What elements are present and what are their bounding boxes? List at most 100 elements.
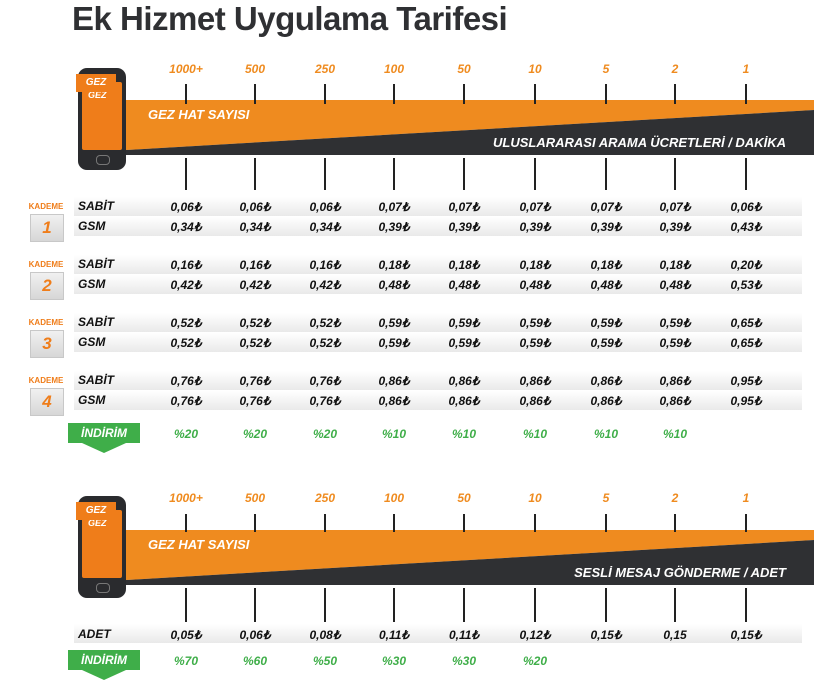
column-tick <box>324 84 326 104</box>
column-tick <box>674 514 676 532</box>
price-cell-sabit: 0,59₺ <box>590 316 622 330</box>
column-tick <box>393 588 395 622</box>
price-cell-gsm: 0,39₺ <box>659 220 691 234</box>
column-tick <box>534 514 536 532</box>
price-cell-sabit: 0,06₺ <box>309 200 341 214</box>
header-hat-count: 2 <box>671 62 679 76</box>
row-label-sabit: SABİT <box>78 199 114 213</box>
price-cell-adet: 0,15₺ <box>590 628 622 642</box>
price-cell-sabit: 0,18₺ <box>378 258 410 272</box>
price-cell-sabit: 0,07₺ <box>590 200 622 214</box>
price-cell-adet: 0,05₺ <box>170 628 202 642</box>
price-cell-adet: 0,08₺ <box>309 628 341 642</box>
column-tick <box>674 158 676 190</box>
price-cell-gsm: 0,59₺ <box>590 336 622 350</box>
column-tick <box>605 588 607 622</box>
phone-screen-logo: GEZ <box>88 518 107 528</box>
price-cell-sabit: 0,07₺ <box>659 200 691 214</box>
band-bottom-label: SESLİ MESAJ GÖNDERME / ADET <box>574 565 786 580</box>
discount-value: %70 <box>173 654 199 668</box>
price-cell-gsm: 0,59₺ <box>378 336 410 350</box>
band-bottom-label: ULUSLARARASI ARAMA ÜCRETLERİ / DAKİKA <box>493 135 786 150</box>
row-label-sabit: SABİT <box>78 315 114 329</box>
header-hat-count: 10 <box>528 491 542 505</box>
column-tick <box>393 514 395 532</box>
price-cell-sabit: 0,18₺ <box>519 258 551 272</box>
price-cell-sabit: 0,65₺ <box>730 316 762 330</box>
price-cell-adet: 0,11₺ <box>378 628 410 642</box>
price-cell-gsm: 0,34₺ <box>309 220 341 234</box>
tariff-band-2: GEZ HAT SAYISI SESLİ MESAJ GÖNDERME / AD… <box>126 530 814 594</box>
row-background <box>74 391 802 410</box>
price-cell-sabit: 0,86₺ <box>659 374 691 388</box>
price-cell-adet: 0,11₺ <box>448 628 480 642</box>
row-background <box>74 275 802 294</box>
column-tick <box>745 588 747 622</box>
price-cell-sabit: 0,86₺ <box>590 374 622 388</box>
price-cell-sabit: 0,52₺ <box>170 316 202 330</box>
discount-label: İNDİRİM <box>68 423 140 453</box>
price-cell-sabit: 0,86₺ <box>519 374 551 388</box>
discount-value: %10 <box>593 427 619 441</box>
header-hat-count: 50 <box>457 491 471 505</box>
column-tick <box>463 588 465 622</box>
column-tick <box>254 84 256 104</box>
header-hat-count: 50 <box>457 62 471 76</box>
column-tick <box>393 84 395 104</box>
kademe-badge: KADEME 1 <box>24 202 68 244</box>
price-cell-gsm: 0,95₺ <box>730 394 762 408</box>
discount-value: %30 <box>381 654 407 668</box>
band-top-label: GEZ HAT SAYISI <box>148 107 250 122</box>
kademe-number: 1 <box>30 214 64 242</box>
price-cell-gsm: 0,86₺ <box>590 394 622 408</box>
kademe-label: KADEME <box>28 202 64 211</box>
row-background <box>74 371 802 390</box>
price-cell-sabit: 0,06₺ <box>170 200 202 214</box>
kademe-label: KADEME <box>28 260 64 269</box>
price-cell-sabit: 0,59₺ <box>519 316 551 330</box>
header-hat-count: 10 <box>528 62 542 76</box>
price-cell-gsm: 0,76₺ <box>309 394 341 408</box>
price-cell-gsm: 0,86₺ <box>448 394 480 408</box>
kademe-label: KADEME <box>28 318 64 327</box>
column-tick <box>674 84 676 104</box>
price-cell-gsm: 0,53₺ <box>730 278 762 292</box>
price-cell-gsm: 0,48₺ <box>378 278 410 292</box>
kademe-badge: KADEME 4 <box>24 376 68 418</box>
price-cell-gsm: 0,52₺ <box>170 336 202 350</box>
price-cell-sabit: 0,16₺ <box>239 258 271 272</box>
header-hat-count: 500 <box>244 62 266 76</box>
discount-value: %20 <box>242 427 268 441</box>
row-background <box>74 255 802 274</box>
header-hat-count: 1000+ <box>169 62 203 76</box>
band-top-label: GEZ HAT SAYISI <box>148 537 250 552</box>
price-cell-sabit: 0,16₺ <box>170 258 202 272</box>
price-cell-sabit: 0,76₺ <box>309 374 341 388</box>
header-hat-count: 500 <box>244 491 266 505</box>
price-cell-sabit: 0,07₺ <box>519 200 551 214</box>
row-label-gsm: GSM <box>78 277 106 291</box>
row-label-sabit: SABİT <box>78 373 114 387</box>
column-tick <box>185 158 187 190</box>
header-hat-count: 250 <box>314 62 336 76</box>
header-hat-count: 1 <box>742 491 750 505</box>
price-cell-sabit: 0,95₺ <box>730 374 762 388</box>
discount-value: %30 <box>451 654 477 668</box>
page-title: Ek Hizmet Uygulama Tarifesi <box>72 0 508 37</box>
header-hat-count: 100 <box>383 62 405 76</box>
discount-value: %60 <box>242 654 268 668</box>
kademe-number: 4 <box>30 388 64 416</box>
price-cell-gsm: 0,76₺ <box>170 394 202 408</box>
price-cell-gsm: 0,34₺ <box>170 220 202 234</box>
column-tick <box>745 158 747 190</box>
price-cell-sabit: 0,06₺ <box>730 200 762 214</box>
column-tick <box>185 84 187 104</box>
phone-screen-logo: GEZ <box>88 90 107 100</box>
price-cell-sabit: 0,18₺ <box>590 258 622 272</box>
tariff-band-1: GEZ HAT SAYISI ULUSLARARASI ARAMA ÜCRETL… <box>126 100 814 164</box>
price-cell-gsm: 0,76₺ <box>239 394 271 408</box>
header-hat-count: 2 <box>671 491 679 505</box>
column-tick <box>254 158 256 190</box>
row-background <box>74 313 802 332</box>
row-label-sabit: SABİT <box>78 257 114 271</box>
